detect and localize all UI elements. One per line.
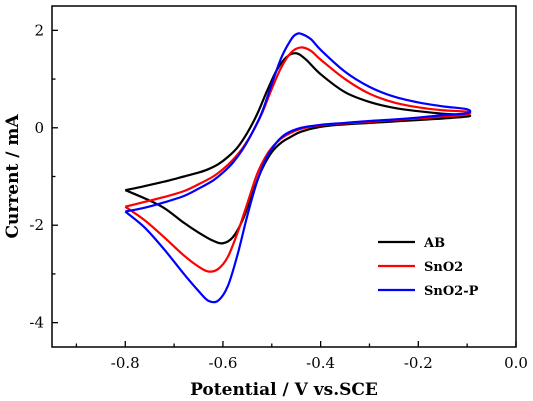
legend-label-ab: AB xyxy=(423,236,445,251)
x-tick-label: -0.4 xyxy=(306,354,335,372)
x-tick-label: -0.2 xyxy=(404,354,433,372)
y-axis: 2 0 -2 -4 xyxy=(29,21,58,332)
series-line-sno2-p xyxy=(124,32,472,304)
legend-label-sno2: SnO2 xyxy=(424,260,463,275)
legend-label-sno2-p: SnO2-P xyxy=(424,284,479,299)
x-tick-label: -0.6 xyxy=(208,354,237,372)
series-line-ab xyxy=(124,52,472,245)
x-axis-title: Potential / V vs.SCE xyxy=(190,380,378,400)
x-axis: -0.8 -0.6 -0.4 -0.2 0.0 xyxy=(75,341,528,372)
y-tick-label: -2 xyxy=(29,216,44,234)
x-tick-label: -0.8 xyxy=(111,354,140,372)
series-curves xyxy=(124,32,472,304)
legend: AB SnO2 SnO2-P xyxy=(378,236,479,299)
y-tick-label: -4 xyxy=(29,314,44,332)
y-tick-label: 2 xyxy=(34,21,44,39)
y-axis-title: Current / mA xyxy=(3,114,23,239)
x-tick-label: 0.0 xyxy=(504,354,528,372)
series-line-sno2 xyxy=(124,46,472,273)
y-tick-label: 0 xyxy=(34,119,44,137)
